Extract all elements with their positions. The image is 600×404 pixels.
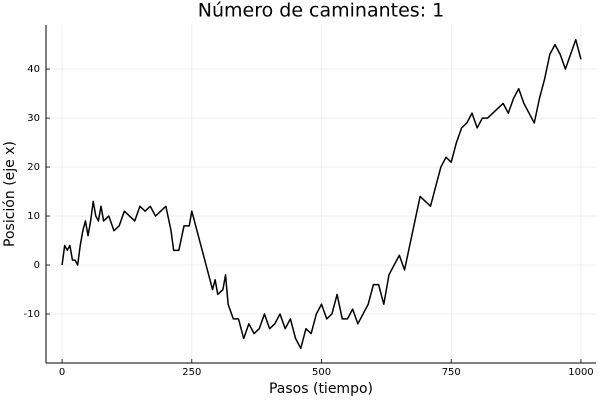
x-tick-label: 250 [182, 367, 201, 378]
y-axis-label: Posición (eje x) [2, 141, 18, 247]
y-tick-label: -10 [24, 309, 40, 320]
y-tick-label: 40 [27, 64, 40, 75]
x-axis-label: Pasos (tiempo) [269, 381, 373, 397]
x-tick-label: 1000 [568, 367, 593, 378]
chart-title: Número de caminantes: 1 [198, 0, 444, 22]
x-tick-label: 0 [59, 367, 65, 378]
series-line [61, 38, 582, 350]
y-tick-label: 0 [34, 260, 40, 271]
x-tick-label: 500 [312, 367, 331, 378]
y-tick-label: 20 [27, 162, 40, 173]
x-tick-label: 750 [442, 367, 461, 378]
y-tick-label: 30 [27, 113, 40, 124]
y-tick-label: 10 [27, 211, 40, 222]
